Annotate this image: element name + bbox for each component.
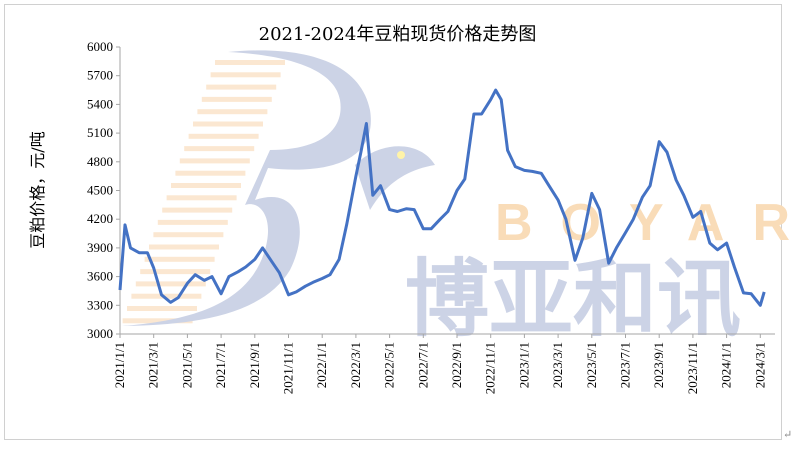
y-tick-label: 3000: [87, 326, 113, 341]
x-tick-label: 2021/7/1: [213, 342, 228, 388]
watermark-brand-cn: 博亚和讯: [405, 250, 741, 348]
x-tick-label: 2021/1/1: [112, 342, 127, 388]
y-tick-label: 4500: [87, 183, 113, 198]
y-tick-label: 3300: [87, 297, 113, 312]
return-mark: ↵: [783, 428, 793, 441]
watermark-logo: BOYAR 博亚和讯: [122, 50, 795, 348]
series-line: [118, 88, 766, 307]
x-tick-label: 2022/7/1: [415, 342, 430, 388]
x-tick-label: 2021/3/1: [146, 342, 161, 388]
x-tick-label: 2024/1/1: [719, 342, 734, 388]
y-tick-label: 5700: [87, 68, 113, 83]
y-tick-label: 3600: [87, 269, 113, 284]
chart-frame: [4, 4, 782, 440]
x-tick-label: 2021/5/1: [179, 342, 194, 388]
x-tick-label: 2023/7/1: [618, 342, 633, 388]
y-tick-label: 3900: [87, 240, 113, 255]
y-tick-label: 5400: [87, 96, 113, 111]
x-tick-label: 2022/1/1: [314, 342, 329, 388]
y-tick-label: 4800: [87, 154, 113, 169]
x-tick-label: 2021/11/1: [281, 342, 296, 394]
x-tick-label: 2024/3/1: [752, 342, 767, 388]
y-tick-label: 4200: [87, 211, 113, 226]
watermark-brand-en: BOYAR: [495, 194, 795, 252]
x-tick-label: 2021/9/1: [247, 342, 262, 388]
x-tick-label: 2023/9/1: [651, 342, 666, 388]
y-tick-label: 6000: [87, 39, 113, 54]
x-tick-label: 2022/3/1: [348, 342, 363, 388]
chart-title: 2021-2024年豆粕现货价格走势图: [258, 24, 537, 45]
x-tick-label: 2022/9/1: [449, 342, 464, 388]
x-tick-label: 2022/5/1: [382, 342, 397, 388]
x-tick-label: 2023/3/1: [550, 342, 565, 388]
x-tick-label: 2023/11/1: [685, 342, 700, 394]
y-tick-label: 5100: [87, 125, 113, 140]
x-tick-label: 2023/1/1: [516, 342, 531, 388]
x-tick-label: 2023/5/1: [584, 342, 599, 388]
x-tick-label: 2022/11/1: [483, 342, 498, 394]
